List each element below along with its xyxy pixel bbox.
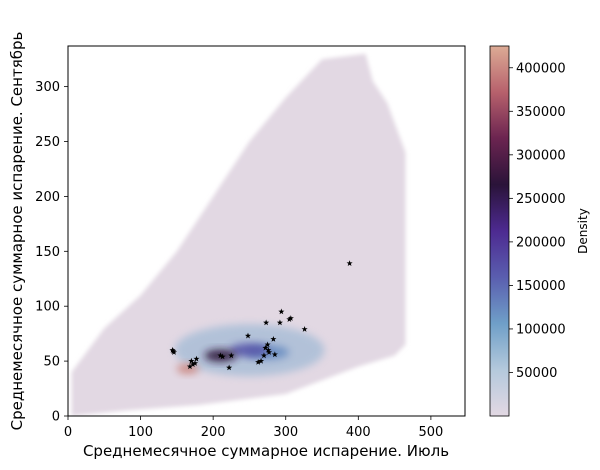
colorbar-tick-label: 100000 — [516, 322, 566, 337]
colorbar-tick-label: 250000 — [516, 192, 566, 207]
x-tick-label: 500 — [418, 425, 443, 440]
star-marker — [266, 349, 273, 355]
y-tick-label: 250 — [35, 135, 60, 150]
star-marker — [217, 352, 224, 359]
star-marker — [286, 316, 293, 322]
star-marker — [258, 357, 265, 364]
colorbar-label: Density — [576, 208, 590, 254]
star-marker — [186, 363, 193, 370]
star-marker — [226, 364, 233, 371]
star-marker — [264, 341, 271, 348]
star-marker — [263, 319, 270, 326]
y-tick-label: 150 — [35, 245, 60, 260]
star-marker — [271, 351, 278, 358]
marker-layer — [169, 260, 353, 371]
star-marker — [188, 357, 195, 364]
colorbar-tick-label: 50000 — [516, 366, 557, 381]
star-marker — [346, 260, 353, 266]
density-core — [176, 363, 199, 374]
y-tick-label: 100 — [35, 300, 60, 315]
colorbar-tick-label: 200000 — [516, 235, 566, 250]
y-tick-label: 0 — [52, 410, 60, 425]
x-tick-label: 400 — [346, 425, 371, 440]
colorbar-tick-label: 350000 — [516, 105, 566, 120]
y-axis-label: Среднемесячное суммарное испарение. Сент… — [8, 32, 26, 431]
star-marker — [170, 348, 177, 354]
y-tick-label: 50 — [43, 355, 60, 370]
density-region — [71, 53, 406, 416]
x-tick-label: 300 — [273, 425, 298, 440]
plot-area — [71, 53, 406, 416]
x-tick-label: 0 — [64, 425, 72, 440]
star-marker — [265, 346, 272, 353]
x-tick-label: 100 — [128, 425, 153, 440]
colorbar-tick-label: 150000 — [516, 279, 566, 294]
star-marker — [193, 355, 200, 362]
star-marker — [228, 352, 235, 359]
y-axis: 0 50 100 150 200 250 300 — [35, 80, 68, 425]
density-core — [229, 343, 270, 357]
star-marker — [301, 326, 308, 332]
star-marker — [287, 315, 294, 321]
star-marker — [189, 361, 196, 367]
star-marker — [278, 308, 285, 315]
star-marker — [270, 335, 277, 342]
plot-frame — [67, 45, 466, 417]
density-layer — [71, 53, 406, 416]
x-axis-label: Среднемесячное суммарное испарение. Июль — [83, 442, 449, 460]
x-axis: 0 100 200 300 400 500 — [64, 416, 443, 440]
star-marker — [262, 344, 269, 351]
y-tick-label: 300 — [35, 80, 60, 95]
star-marker — [255, 359, 262, 365]
star-marker — [260, 352, 267, 359]
colorbar-tick-label: 300000 — [516, 148, 566, 163]
star-marker — [191, 360, 199, 366]
x-tick-label: 200 — [201, 425, 226, 440]
colorbar-bar — [489, 45, 510, 417]
colorbar: 50000 100000 150000 200000 250000 300000 35000… — [489, 45, 590, 417]
star-marker — [219, 353, 226, 360]
star-marker — [276, 319, 283, 326]
colorbar-ticks: 50000 100000 150000 200000 250000 300000 35000… — [509, 61, 566, 381]
y-tick-label: 200 — [35, 190, 60, 205]
star-marker — [169, 346, 176, 353]
star-marker — [244, 332, 252, 339]
colorbar-tick-label: 400000 — [516, 61, 566, 76]
